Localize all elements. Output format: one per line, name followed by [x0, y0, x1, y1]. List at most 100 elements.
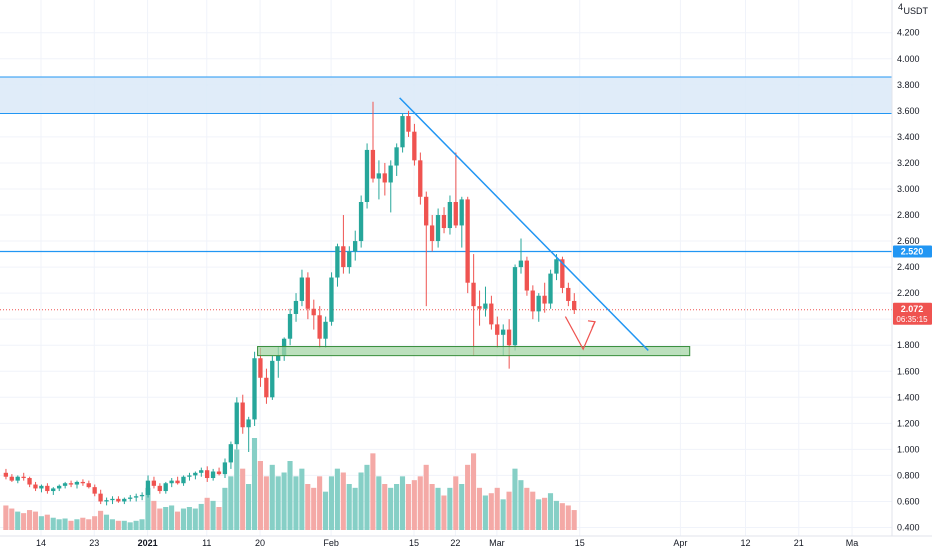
volume-bar — [3, 505, 9, 530]
candle-body — [210, 471, 216, 479]
candle-body — [92, 487, 97, 494]
candle-body — [264, 377, 269, 398]
volume-bar — [423, 464, 429, 530]
projection-arrow-head — [587, 320, 596, 329]
candle-body — [157, 485, 162, 492]
volume-bar — [50, 517, 56, 530]
volume-bar — [394, 484, 400, 530]
candle-body — [169, 480, 174, 484]
volume-bar — [234, 449, 240, 530]
candle-body — [376, 173, 381, 179]
volume-bar — [216, 507, 222, 530]
time-tick-label: 15 — [575, 538, 585, 548]
volume-bar — [281, 472, 287, 530]
price-tick-label: 4.200 — [897, 28, 920, 38]
candle-body — [335, 246, 340, 278]
volume-bar — [180, 508, 187, 530]
volume-bar — [340, 472, 346, 530]
candle-body — [536, 295, 541, 312]
price-axis-panel[interactable] — [892, 0, 932, 536]
candle-body — [560, 259, 565, 288]
candle-body — [394, 147, 399, 166]
candle-body — [382, 173, 387, 183]
candle-body — [364, 149, 370, 202]
candle-body — [358, 202, 364, 242]
volume-bars — [3, 438, 577, 530]
price-tick-label: 2.600 — [897, 236, 920, 246]
candle-body — [33, 484, 38, 489]
candle-body — [447, 202, 453, 229]
candle-body — [276, 355, 281, 361]
candle-body — [305, 277, 310, 309]
candle-body — [489, 303, 494, 325]
volume-bar — [204, 497, 210, 530]
candle-body — [406, 116, 411, 132]
drawings-layer — [257, 97, 691, 357]
time-tick-label: 20 — [255, 538, 265, 548]
candle-body — [477, 306, 482, 309]
currency-label[interactable]: USDT — [904, 6, 929, 16]
volume-bar — [192, 508, 198, 530]
candle-body — [252, 358, 257, 420]
candle-body — [400, 116, 405, 148]
candle-body — [68, 483, 74, 485]
candle-body — [459, 199, 464, 226]
volume-bar — [103, 514, 110, 530]
volume-bar — [62, 518, 68, 530]
volume-bar — [44, 514, 50, 530]
volume-bar — [547, 493, 554, 530]
price-tick-label: 1.200 — [897, 418, 920, 428]
volume-bar — [417, 476, 423, 530]
price-tick-label: 3.600 — [897, 106, 920, 116]
candle-body — [258, 358, 263, 378]
candle-body — [80, 481, 85, 484]
candle-body — [418, 160, 423, 197]
price-tag-value: 2.072 — [901, 304, 924, 314]
candle-body — [412, 131, 417, 161]
volume-bar — [352, 487, 358, 530]
candle-body — [145, 480, 151, 495]
volume-bar — [263, 476, 269, 530]
volume-bar — [334, 468, 340, 530]
volume-bar — [198, 503, 204, 530]
volume-bar — [228, 476, 234, 530]
candle-body — [181, 476, 186, 484]
candle-body — [524, 260, 529, 291]
candle-body — [9, 476, 14, 481]
candle-body — [116, 498, 121, 502]
volume-bar — [405, 484, 411, 530]
time-tick-label: 23 — [89, 538, 99, 548]
volume-bar — [26, 510, 33, 530]
candle-body — [98, 493, 103, 502]
time-axis-panel[interactable] — [0, 536, 892, 550]
volume-bar — [429, 484, 435, 530]
volume-bar — [305, 484, 311, 530]
volume-bar — [275, 476, 281, 530]
volume-bar — [559, 503, 565, 530]
volume-bar — [68, 520, 74, 530]
volume-bar — [322, 491, 329, 530]
candle-body — [388, 165, 393, 183]
candle-body — [228, 444, 233, 463]
candle-body — [287, 313, 293, 339]
candle-body — [518, 260, 524, 268]
time-tick-label: 11 — [202, 538, 211, 548]
volume-bar — [470, 453, 477, 530]
time-tick-label: Mar — [489, 538, 505, 548]
volume-bar — [571, 510, 577, 530]
candle-body — [187, 475, 192, 477]
price-tick-label: 1.600 — [897, 366, 920, 376]
volume-bar — [358, 472, 364, 530]
candle-body — [299, 277, 305, 301]
candle-body — [240, 402, 245, 428]
candle-body — [572, 300, 577, 311]
volume-bar — [441, 495, 447, 530]
candle-body — [512, 267, 518, 346]
price-tag-value: 2.520 — [901, 246, 924, 256]
volume-bar — [109, 519, 115, 530]
candle-body — [104, 500, 109, 502]
volume-bar — [388, 487, 394, 530]
volume-bar — [222, 487, 228, 530]
candles — [3, 101, 577, 506]
